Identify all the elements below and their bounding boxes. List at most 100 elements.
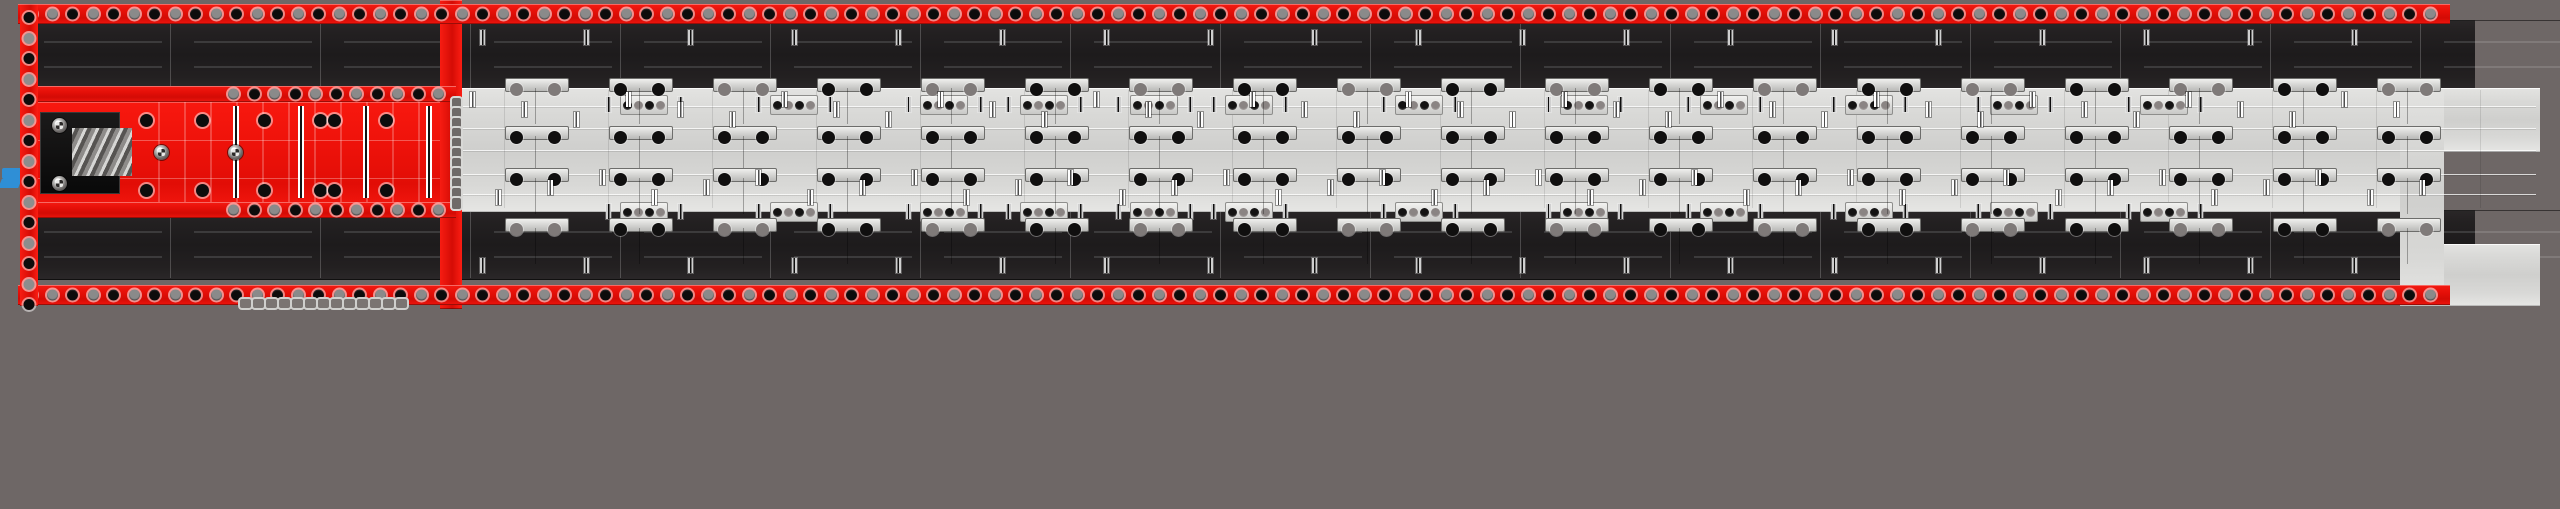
stud-bracket[interactable] <box>2273 78 2337 96</box>
red-module-pin[interactable] <box>196 184 209 197</box>
stud-bracket[interactable] <box>2273 218 2337 236</box>
stud-bracket[interactable] <box>2169 78 2233 96</box>
stud-bracket[interactable] <box>1753 168 1817 186</box>
stud-bracket[interactable] <box>1337 78 1401 96</box>
rail-connector-block[interactable] <box>1990 95 2038 115</box>
stud-bracket[interactable] <box>505 218 569 236</box>
stud-bracket[interactable] <box>1129 168 1193 186</box>
stud-bracket[interactable] <box>1857 126 1921 144</box>
light-rail-right-column[interactable] <box>2400 88 2444 306</box>
stud-bracket[interactable] <box>1233 168 1297 186</box>
red-module-pin[interactable] <box>140 114 153 127</box>
rail-connector-block[interactable] <box>1845 202 1893 222</box>
stud-bracket[interactable] <box>713 126 777 144</box>
red-module-pin[interactable] <box>196 114 209 127</box>
axle-hub-right[interactable] <box>228 145 243 160</box>
stud-bracket[interactable] <box>1233 218 1297 236</box>
stud-bracket[interactable] <box>1441 218 1505 236</box>
stud-bracket[interactable] <box>2065 126 2129 144</box>
red-module-pin[interactable] <box>140 184 153 197</box>
red-module-bottom-rail[interactable] <box>28 202 456 218</box>
blue-connector-body[interactable] <box>2 168 32 179</box>
stud-bracket[interactable] <box>1441 126 1505 144</box>
stud-bracket[interactable] <box>1545 126 1609 144</box>
stud-bracket[interactable] <box>505 126 569 144</box>
stud-bracket[interactable] <box>817 78 881 96</box>
stud-bracket[interactable] <box>609 78 673 96</box>
stud-bracket[interactable] <box>505 78 569 96</box>
stud-bracket[interactable] <box>1857 218 1921 236</box>
stud-bracket[interactable] <box>1545 168 1609 186</box>
rail-connector-block[interactable] <box>1395 202 1443 222</box>
stud-bracket[interactable] <box>1753 218 1817 236</box>
stud-bracket[interactable] <box>2273 126 2337 144</box>
red-module-pin[interactable] <box>380 114 393 127</box>
axle-hub-center[interactable] <box>154 145 169 160</box>
stud-bracket[interactable] <box>609 218 673 236</box>
stud-bracket[interactable] <box>1649 78 1713 96</box>
stud-bracket[interactable] <box>1233 78 1297 96</box>
rail-connector-block[interactable] <box>920 202 968 222</box>
stud-bracket[interactable] <box>2377 126 2441 144</box>
stud-bracket[interactable] <box>2377 168 2441 186</box>
light-rail-right-lower-arm[interactable] <box>2442 244 2540 306</box>
stud-bracket[interactable] <box>2169 126 2233 144</box>
stud-bracket[interactable] <box>609 168 673 186</box>
stud-bracket[interactable] <box>1545 78 1609 96</box>
light-rail-right-upper-arm[interactable] <box>2442 88 2540 152</box>
rail-connector-block[interactable] <box>620 95 668 115</box>
stud-bracket[interactable] <box>921 78 985 96</box>
stud-bracket[interactable] <box>2065 218 2129 236</box>
stud-bracket[interactable] <box>817 218 881 236</box>
stud-bracket[interactable] <box>2065 78 2129 96</box>
stud-bracket[interactable] <box>1857 168 1921 186</box>
stud-bracket[interactable] <box>713 218 777 236</box>
stud-bracket[interactable] <box>1233 126 1297 144</box>
stud-bracket[interactable] <box>609 126 673 144</box>
rail-connector-block[interactable] <box>770 202 818 222</box>
red-module-pin[interactable] <box>380 184 393 197</box>
red-module-pin[interactable] <box>328 114 341 127</box>
rail-connector-block[interactable] <box>1560 95 1608 115</box>
stud-bracket[interactable] <box>817 126 881 144</box>
stud-bracket[interactable] <box>1753 126 1817 144</box>
stud-bracket[interactable] <box>1961 126 2025 144</box>
stud-bracket[interactable] <box>1961 78 2025 96</box>
rail-connector-block[interactable] <box>1700 202 1748 222</box>
stud-bracket[interactable] <box>1337 218 1401 236</box>
red-module-pin[interactable] <box>258 114 271 127</box>
red-module-pin[interactable] <box>314 114 327 127</box>
stud-bracket[interactable] <box>921 218 985 236</box>
rail-connector-block[interactable] <box>1020 202 1068 222</box>
axle-hub-lower[interactable] <box>52 176 67 191</box>
stud-bracket[interactable] <box>1857 78 1921 96</box>
technic-chain[interactable] <box>238 297 409 310</box>
stud-bracket[interactable] <box>1129 78 1193 96</box>
stud-bracket[interactable] <box>1025 218 1089 236</box>
red-module-pin[interactable] <box>328 184 341 197</box>
rail-connector-block[interactable] <box>2140 95 2188 115</box>
stud-bracket[interactable] <box>1025 168 1089 186</box>
stud-bracket[interactable] <box>2377 78 2441 96</box>
stud-bracket[interactable] <box>2169 218 2233 236</box>
stud-bracket[interactable] <box>921 168 985 186</box>
stud-bracket[interactable] <box>1649 168 1713 186</box>
stud-bracket[interactable] <box>1337 168 1401 186</box>
stud-bracket[interactable] <box>1441 78 1505 96</box>
stud-bracket[interactable] <box>1649 126 1713 144</box>
red-module-pin[interactable] <box>258 184 271 197</box>
stud-bracket[interactable] <box>921 126 985 144</box>
stud-bracket[interactable] <box>1961 218 2025 236</box>
rail-connector-block[interactable] <box>2140 202 2188 222</box>
stud-bracket[interactable] <box>2169 168 2233 186</box>
stud-bracket[interactable] <box>1025 126 1089 144</box>
stud-bracket[interactable] <box>1129 126 1193 144</box>
stud-bracket[interactable] <box>1649 218 1713 236</box>
stud-bracket[interactable] <box>1129 218 1193 236</box>
red-module-pin[interactable] <box>314 184 327 197</box>
axle-hub-upper[interactable] <box>52 118 67 133</box>
stud-bracket[interactable] <box>713 78 777 96</box>
stud-bracket[interactable] <box>1545 218 1609 236</box>
stud-bracket[interactable] <box>713 168 777 186</box>
